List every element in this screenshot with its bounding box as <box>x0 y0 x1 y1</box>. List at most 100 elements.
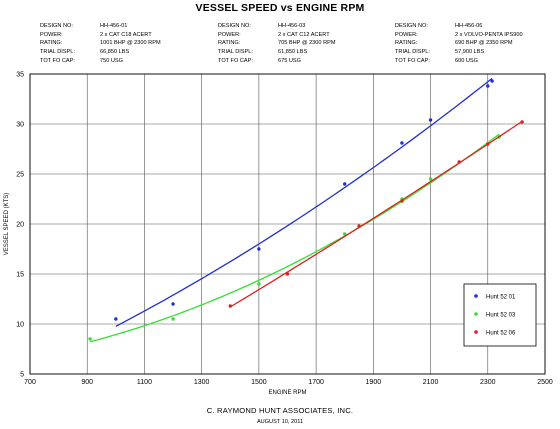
data-point <box>285 272 290 276</box>
series-trendline <box>89 133 500 343</box>
report-date: AUGUST 10, 2011 <box>256 419 304 425</box>
data-point <box>428 177 433 181</box>
x-tick-label: 2100 <box>423 379 439 386</box>
data-point <box>486 142 490 146</box>
spec-label: DESIGN NO: <box>395 23 428 29</box>
spec-value: HH-456-03 <box>278 23 306 29</box>
data-point <box>171 302 175 306</box>
x-tick-label: 1100 <box>137 379 152 386</box>
spec-row-design-no: DESIGN NO: HH-456-01 <box>40 22 161 31</box>
plot-frame <box>29 73 546 375</box>
spec-row-tot-fo-cap: TOT FO CAP: 675 USG <box>218 57 336 66</box>
y-axis-label: VESSEL SPEED (KTS) <box>4 193 10 255</box>
x-tick-label: 1700 <box>308 379 324 386</box>
x-tick-label: 1900 <box>366 379 382 386</box>
x-tick-label: 1500 <box>251 379 267 386</box>
spec-label: POWER: <box>395 31 418 38</box>
legend-marker <box>474 312 478 316</box>
spec-block-hh-456-03: DESIGN NO: HH-456-03 POWER: 2 x CAT C12 AC… <box>218 22 336 66</box>
spec-value: 2 x VOLVO-PENTA IPS900 <box>455 31 523 38</box>
spec-block-hh-456-06: DESIGN NO: HH-456-06 POWER: 2 x VOLVO-PENT… <box>395 22 523 66</box>
spec-label: TOT FO CAP: <box>40 57 75 64</box>
spec-value: 705 BHP @ 2300 RPM <box>278 40 336 47</box>
chart-title: VESSEL SPEED vs ENGINE RPM <box>195 2 365 14</box>
spec-value: 690 BHP @ 2350 RPM <box>455 40 513 47</box>
spec-value: HH-456-01 <box>100 23 128 29</box>
data-point <box>114 317 118 321</box>
data-point <box>228 304 232 308</box>
y-tick-label: 35 <box>16 72 24 79</box>
spec-label: RATING: <box>40 40 63 47</box>
series-hunt-52-06 <box>228 120 524 308</box>
legend-marker <box>474 330 478 334</box>
y-tick-label: 5 <box>20 372 24 379</box>
spec-label: TRIAL DISPL: <box>395 49 430 56</box>
series-trendline <box>229 120 523 308</box>
y-tick-label: 20 <box>16 222 24 229</box>
spec-value: 2 x CAT C12 ACERT <box>278 31 330 38</box>
series-trendline <box>115 77 493 327</box>
y-tick-label: 15 <box>16 272 24 279</box>
x-tick-label: 2500 <box>537 379 553 386</box>
data-point <box>257 247 261 251</box>
data-point <box>400 199 404 203</box>
spec-label: TRIAL DISPL: <box>40 49 75 56</box>
series-hunt-52-01 <box>114 77 494 327</box>
spec-row-rating: RATING: 705 BHP @ 2300 RPM <box>218 39 336 48</box>
x-axis-label: ENGINE RPM <box>268 390 306 396</box>
spec-value: 675 USG <box>278 57 302 64</box>
spec-value: 600 USG <box>455 57 479 64</box>
spec-value: 1001 BHP @ 2300 RPM <box>100 40 161 47</box>
spec-row-tot-fo-cap: TOT FO CAP: 600 USG <box>395 57 523 66</box>
spec-row-design-no: DESIGN NO: HH-456-03 <box>218 22 336 31</box>
y-tick-label: 30 <box>16 122 24 129</box>
spec-value: 57,900 LBS <box>455 49 485 56</box>
spec-label: RATING: <box>218 40 241 47</box>
x-tick-label: 1300 <box>194 379 210 386</box>
data-point <box>357 224 361 228</box>
data-point <box>490 79 494 83</box>
spec-label: TOT FO CAP: <box>395 57 430 64</box>
spec-row-trial-displ: TRIAL DISPL: 61,850 LBS <box>218 48 336 57</box>
spec-value: 2 x CAT C18 ACERT <box>100 31 152 38</box>
x-tick-label: 700 <box>24 379 36 386</box>
data-point <box>457 160 461 164</box>
spec-row-power: POWER: 2 x CAT C18 ACERT <box>40 31 161 40</box>
data-point <box>486 84 490 88</box>
spec-value: 66,850 LBS <box>100 49 130 56</box>
spec-value: 750 USG <box>100 57 124 64</box>
spec-row-design-no: DESIGN NO: HH-456-06 <box>395 22 523 31</box>
spec-label: DESIGN NO: <box>40 23 73 29</box>
spec-label: RATING: <box>395 40 418 47</box>
spec-value: 61,850 LBS <box>278 49 308 56</box>
spec-block-hh-456-01: DESIGN NO: HH-456-01 POWER: 2 x CAT C18 AC… <box>40 22 161 66</box>
data-point <box>171 317 175 321</box>
legend-label: Hunt 52 06 <box>486 331 516 337</box>
data-point <box>257 282 261 286</box>
legend-marker <box>474 294 478 298</box>
spec-label: TRIAL DISPL: <box>218 49 253 56</box>
spec-value: HH-456-06 <box>455 23 483 29</box>
spec-label: POWER: <box>40 31 63 38</box>
legend-label: Hunt 52 03 <box>486 313 516 319</box>
spec-row-rating: RATING: 690 BHP @ 2350 RPM <box>395 39 523 48</box>
data-point <box>343 232 347 236</box>
data-point <box>520 120 524 124</box>
y-tick-label: 25 <box>16 172 24 179</box>
spec-row-power: POWER: 2 x VOLVO-PENTA IPS900 <box>395 31 523 40</box>
x-tick-label: 900 <box>81 379 93 386</box>
x-tick-label: 2300 <box>480 379 496 386</box>
legend-label: Hunt 52 01 <box>486 295 516 301</box>
spec-row-power: POWER: 2 x CAT C12 ACERT <box>218 31 336 40</box>
spec-row-trial-displ: TRIAL DISPL: 57,900 LBS <box>395 48 523 57</box>
data-point <box>343 182 347 186</box>
data-point <box>88 337 92 341</box>
data-point <box>428 118 433 122</box>
spec-label: POWER: <box>218 31 241 38</box>
spec-row-trial-displ: TRIAL DISPL: 66,850 LBS <box>40 48 161 57</box>
company-name: C. RAYMOND HUNT ASSOCIATES, INC. <box>206 406 354 415</box>
spec-row-tot-fo-cap: TOT FO CAP: 750 USG <box>40 57 161 66</box>
data-point <box>400 141 404 145</box>
spec-label: DESIGN NO: <box>218 23 251 29</box>
